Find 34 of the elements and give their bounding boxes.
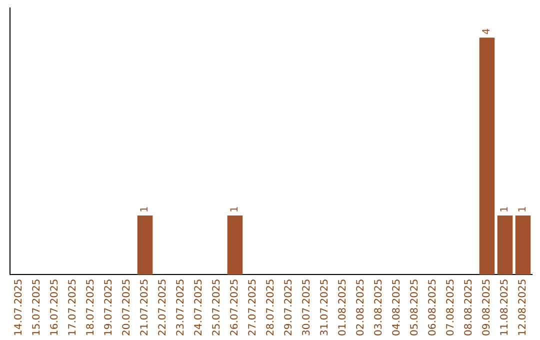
x-tick-label: 04.08.2025 (392, 278, 403, 336)
x-tick-label: 26.07.2025 (230, 278, 241, 336)
x-tick-label: 25.07.2025 (212, 278, 223, 336)
data-label: 1 (140, 206, 151, 212)
x-tick-label: 30.07.2025 (302, 278, 313, 336)
x-tick-label: 14.07.2025 (14, 278, 25, 336)
x-tick-label: 24.07.2025 (194, 278, 205, 336)
x-tick-label: 27.07.2025 (248, 278, 259, 336)
x-tick-label: 03.08.2025 (374, 278, 385, 336)
x-tick-label: 08.08.2025 (464, 278, 475, 336)
x-tick-label: 19.07.2025 (104, 278, 115, 336)
x-tick-label: 11.08.2025 (500, 278, 511, 336)
x-tick-label: 22.07.2025 (158, 278, 169, 336)
data-label: 1 (230, 206, 241, 212)
x-tick-label: 18.07.2025 (86, 278, 97, 336)
x-tick-label: 16.07.2025 (50, 278, 61, 336)
x-tick-label: 29.07.2025 (284, 278, 295, 336)
x-tick-label: 23.07.2025 (176, 278, 187, 336)
data-label: 4 (482, 28, 493, 35)
x-tick-label: 28.07.2025 (266, 278, 277, 336)
x-tick-label: 02.08.2025 (356, 278, 367, 336)
x-tick-label: 07.08.2025 (446, 278, 457, 336)
x-tick-label: 12.08.2025 (518, 278, 529, 336)
x-tick-label: 05.08.2025 (410, 278, 421, 336)
x-tick-label: 17.07.2025 (68, 278, 79, 336)
x-tick-label: 01.08.2025 (338, 278, 349, 336)
x-tick-label: 06.08.2025 (428, 278, 439, 336)
x-tick-label: 31.07.2025 (320, 278, 331, 336)
x-tick-label: 15.07.2025 (32, 278, 43, 336)
data-label: 1 (518, 206, 529, 212)
x-tick-label: 20.07.2025 (122, 278, 133, 336)
data-label: 1 (500, 206, 511, 212)
x-tick-label: 09.08.2025 (482, 278, 493, 336)
x-tick-label: 21.07.2025 (140, 278, 151, 336)
